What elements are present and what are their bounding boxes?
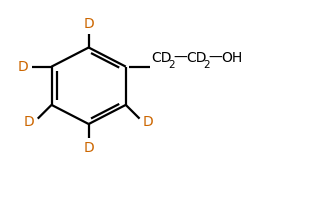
Text: 2: 2	[204, 60, 210, 70]
Text: OH: OH	[221, 51, 243, 65]
Text: 2: 2	[168, 60, 175, 70]
Text: D: D	[18, 60, 28, 74]
Text: D: D	[143, 115, 153, 129]
Text: CD: CD	[186, 51, 207, 65]
Text: D: D	[83, 141, 94, 155]
Text: —: —	[173, 51, 187, 65]
Text: D: D	[24, 115, 35, 129]
Text: —: —	[209, 51, 222, 65]
Text: D: D	[83, 17, 94, 31]
Text: CD: CD	[151, 51, 171, 65]
